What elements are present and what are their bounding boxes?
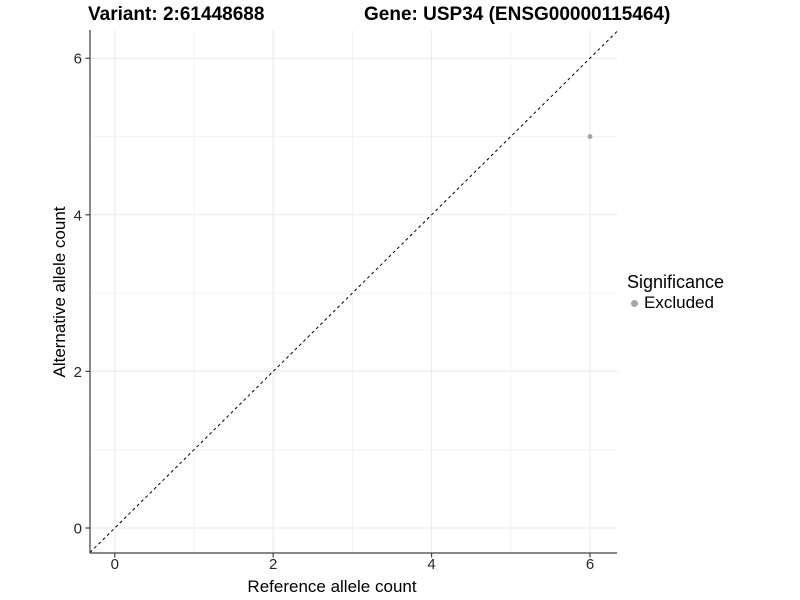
legend-items: Excluded	[627, 293, 724, 313]
plot-title-gene: Gene: USP34 (ENSG00000115464)	[364, 4, 671, 25]
y-axis-label: Alternative allele count	[50, 206, 69, 378]
x-tick-label: 2	[269, 556, 277, 573]
legend-title: Significance	[627, 272, 725, 292]
y-tick-label: 2	[74, 364, 82, 381]
y-tick-label: 0	[74, 521, 82, 538]
legend-item: Excluded	[631, 293, 724, 313]
x-axis-label: Reference allele count	[247, 577, 417, 596]
legend-item-label: Excluded	[644, 293, 714, 312]
x-tick-label: 6	[586, 556, 594, 573]
identity-line	[89, 31, 618, 553]
legend: Significance Excluded	[627, 272, 724, 313]
y-tick-label: 6	[74, 51, 82, 68]
y-tick-label: 4	[74, 207, 82, 224]
data-point	[587, 134, 593, 139]
x-tick-label: 0	[111, 556, 119, 573]
x-tick-label: 4	[427, 556, 435, 573]
plot-title-variant: Variant: 2:61448688	[88, 4, 265, 25]
legend-dot-icon	[631, 299, 638, 307]
